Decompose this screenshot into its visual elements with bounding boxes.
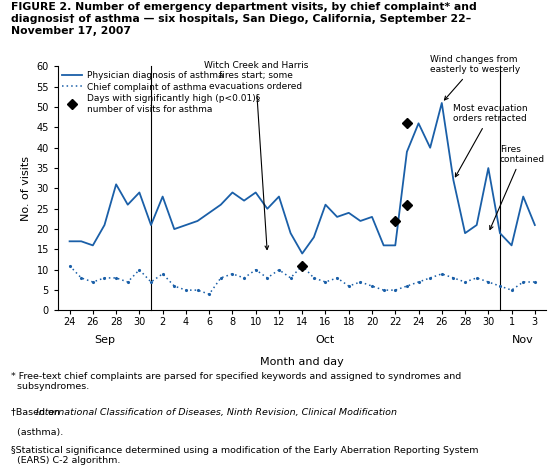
Text: Most evacuation
orders retracted: Most evacuation orders retracted [453, 104, 528, 177]
Text: Month and day: Month and day [261, 357, 344, 367]
Text: International Classification of Diseases, Ninth Revision, Clinical Modification: International Classification of Diseases… [36, 408, 397, 417]
Text: §Statistical significance determined using a modification of the Early Aberratio: §Statistical significance determined usi… [11, 446, 479, 465]
Text: (asthma).: (asthma). [11, 428, 63, 437]
Text: Oct: Oct [316, 335, 335, 345]
Text: Fires
contained: Fires contained [490, 145, 545, 229]
Text: FIGURE 2. Number of emergency department visits, by chief complaint* and
diagnos: FIGURE 2. Number of emergency department… [11, 2, 477, 36]
Text: Nov: Nov [512, 335, 534, 345]
Text: Witch Creek and Harris
fires start; some
evacuations ordered: Witch Creek and Harris fires start; some… [204, 61, 308, 249]
Text: Wind changes from
easterly to westerly: Wind changes from easterly to westerly [430, 55, 521, 100]
Legend: Physician diagnosis of asthma, Chief complaint of asthma, Days with significantl: Physician diagnosis of asthma, Chief com… [62, 71, 260, 114]
Text: †Based on: †Based on [11, 408, 63, 417]
Text: Sep: Sep [94, 335, 115, 345]
Y-axis label: No. of visits: No. of visits [21, 156, 31, 221]
Text: * Free-text chief complaints are parsed for specified keywords and assigned to s: * Free-text chief complaints are parsed … [11, 372, 461, 392]
